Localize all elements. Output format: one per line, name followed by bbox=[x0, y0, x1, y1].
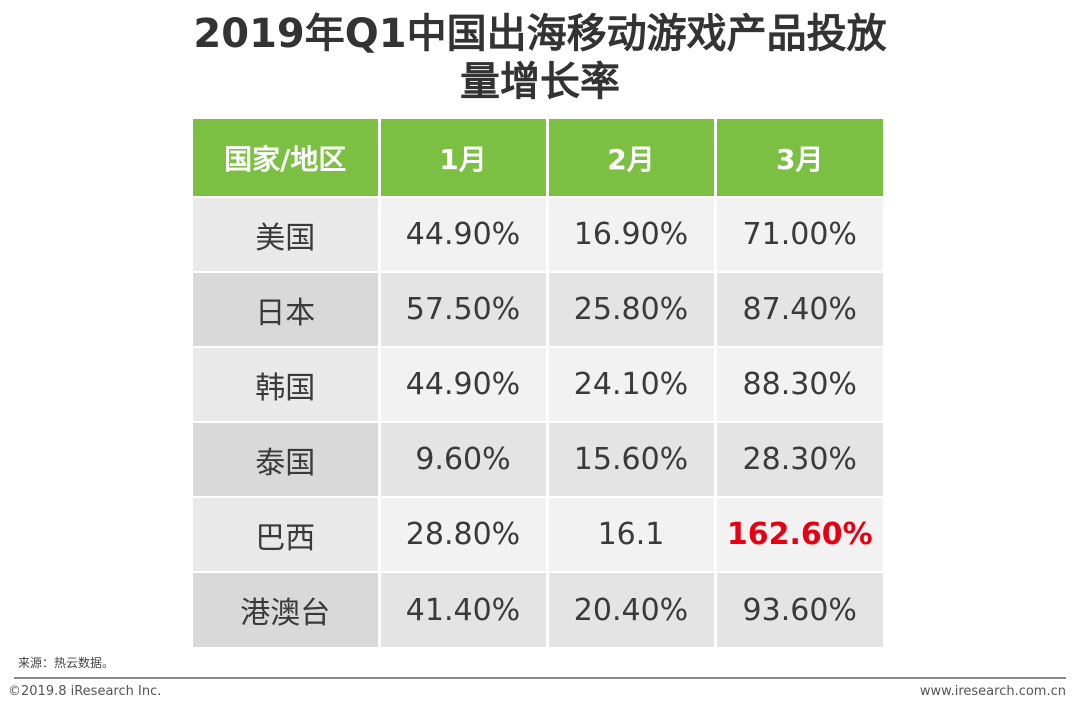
row-country: 韩国 bbox=[193, 346, 379, 422]
header-jan: 1月 bbox=[377, 119, 547, 197]
row-country: 泰国 bbox=[193, 421, 379, 497]
header-feb: 2月 bbox=[545, 119, 715, 197]
row-country: 巴西 bbox=[193, 496, 379, 572]
copyright-text: ©2019.8 iResearch Inc. bbox=[8, 684, 162, 699]
cell-jan: 44.90% bbox=[377, 196, 547, 272]
growth-rate-table: 国家/地区 1月 2月 3月 美国 44.90% 16.90% 71.00% 日… bbox=[193, 119, 883, 647]
cell-feb: 24.10% bbox=[545, 346, 715, 422]
table-row: 日本 57.50% 25.80% 87.40% bbox=[193, 271, 883, 347]
cell-feb: 16.1 bbox=[545, 496, 715, 572]
cell-feb: 15.60% bbox=[545, 421, 715, 497]
cell-mar: 93.60% bbox=[713, 571, 883, 647]
table-header-row: 国家/地区 1月 2月 3月 bbox=[193, 119, 883, 197]
cell-jan: 57.50% bbox=[377, 271, 547, 347]
cell-mar-highlight: 162.60% bbox=[713, 496, 883, 572]
footer-divider bbox=[14, 677, 1066, 679]
cell-feb: 20.40% bbox=[545, 571, 715, 647]
row-country: 日本 bbox=[193, 271, 379, 347]
chart-title: 2019年Q1中国出海移动游戏产品投放 量增长率 bbox=[0, 10, 1080, 106]
source-note: 来源：热云数据。 bbox=[18, 656, 115, 670]
cell-jan: 41.40% bbox=[377, 571, 547, 647]
row-country: 美国 bbox=[193, 196, 379, 272]
table-row: 韩国 44.90% 24.10% 88.30% bbox=[193, 346, 883, 422]
cell-jan: 44.90% bbox=[377, 346, 547, 422]
cell-mar: 87.40% bbox=[713, 271, 883, 347]
table-row: 巴西 28.80% 16.1 162.60% bbox=[193, 496, 883, 572]
header-country: 国家/地区 bbox=[193, 119, 379, 197]
cell-jan: 9.60% bbox=[377, 421, 547, 497]
chart-title-line-2: 量增长率 bbox=[460, 59, 620, 105]
chart-title-line-1: 2019年Q1中国出海移动游戏产品投放 bbox=[193, 11, 887, 57]
website-link[interactable]: www.iresearch.com.cn bbox=[919, 684, 1066, 699]
table-row: 泰国 9.60% 15.60% 28.30% bbox=[193, 421, 883, 497]
table-row: 港澳台 41.40% 20.40% 93.60% bbox=[193, 571, 883, 647]
cell-mar: 71.00% bbox=[713, 196, 883, 272]
table-row: 美国 44.90% 16.90% 71.00% bbox=[193, 196, 883, 272]
cell-mar: 88.30% bbox=[713, 346, 883, 422]
row-country: 港澳台 bbox=[193, 571, 379, 647]
cell-feb: 25.80% bbox=[545, 271, 715, 347]
cell-mar: 28.30% bbox=[713, 421, 883, 497]
cell-jan: 28.80% bbox=[377, 496, 547, 572]
cell-feb: 16.90% bbox=[545, 196, 715, 272]
header-mar: 3月 bbox=[713, 119, 883, 197]
